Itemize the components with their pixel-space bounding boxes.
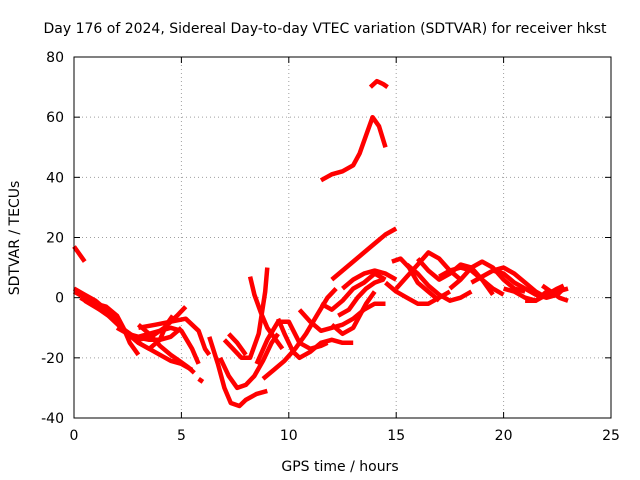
series-line-prn-ah	[470, 268, 548, 300]
series-line-prn-a	[72, 245, 87, 263]
series-line-prn-aa	[391, 256, 441, 303]
series-line-prn-u	[330, 290, 377, 337]
y-tick-label: 40	[46, 170, 64, 186]
x-axis-label: GPS time / hours	[281, 459, 398, 475]
series-line-prn-ag	[448, 259, 526, 294]
series-line-prn-g	[136, 322, 196, 375]
series-line-prn-n	[227, 332, 248, 357]
series-line-prn-ak	[525, 286, 569, 303]
series-line-prn-c	[72, 289, 141, 357]
axis-layer: 0 5 10 15 20 25 -40 -20 0 20 40 60 80	[41, 50, 620, 444]
y-axis-label: SDTVAR / TECUs	[7, 181, 23, 296]
y-tick-label: 20	[46, 231, 64, 247]
x-tick-label: 25	[602, 428, 620, 444]
y-tick-label: 0	[55, 291, 64, 307]
series-line-prn-y	[319, 114, 388, 183]
x-tick-label: 15	[387, 428, 405, 444]
y-tick-label: 80	[46, 50, 64, 66]
series-line-prn-r	[276, 317, 354, 361]
series-line-prn-x	[341, 268, 398, 291]
series-line-prn-s	[297, 301, 386, 334]
series-line-prn-i	[115, 314, 175, 352]
x-tick-label: 10	[280, 428, 298, 444]
series-line-prn-o	[247, 276, 285, 351]
series-line-prn-j	[197, 377, 205, 384]
y-tick-label: -20	[41, 351, 64, 367]
series-line-prn-z	[368, 78, 389, 89]
grid-layer	[74, 57, 611, 418]
plot-frame	[73, 56, 612, 419]
y-tick-label: -40	[41, 411, 64, 427]
series-line-prn-al	[541, 283, 569, 303]
series-layer	[72, 78, 569, 409]
series-line-prn-h	[138, 316, 212, 357]
series-line-prn-k	[207, 336, 268, 409]
y-tick-label: 60	[46, 110, 64, 126]
series-line-prn-ad	[405, 262, 473, 303]
x-tick-label: 5	[177, 428, 186, 444]
series-line-prn-ab	[384, 280, 452, 306]
x-tick-label: 20	[495, 428, 513, 444]
series-line-prn-t	[319, 271, 387, 312]
series-line-prn-m	[222, 267, 270, 361]
x-tick-label: 0	[70, 428, 79, 444]
series-line-prn-w	[330, 226, 398, 282]
series-line-prn-l	[218, 332, 280, 391]
chart-title: Day 176 of 2024, Sidereal Day-to-day VTE…	[44, 21, 607, 37]
series-line-prn-v	[337, 277, 385, 318]
